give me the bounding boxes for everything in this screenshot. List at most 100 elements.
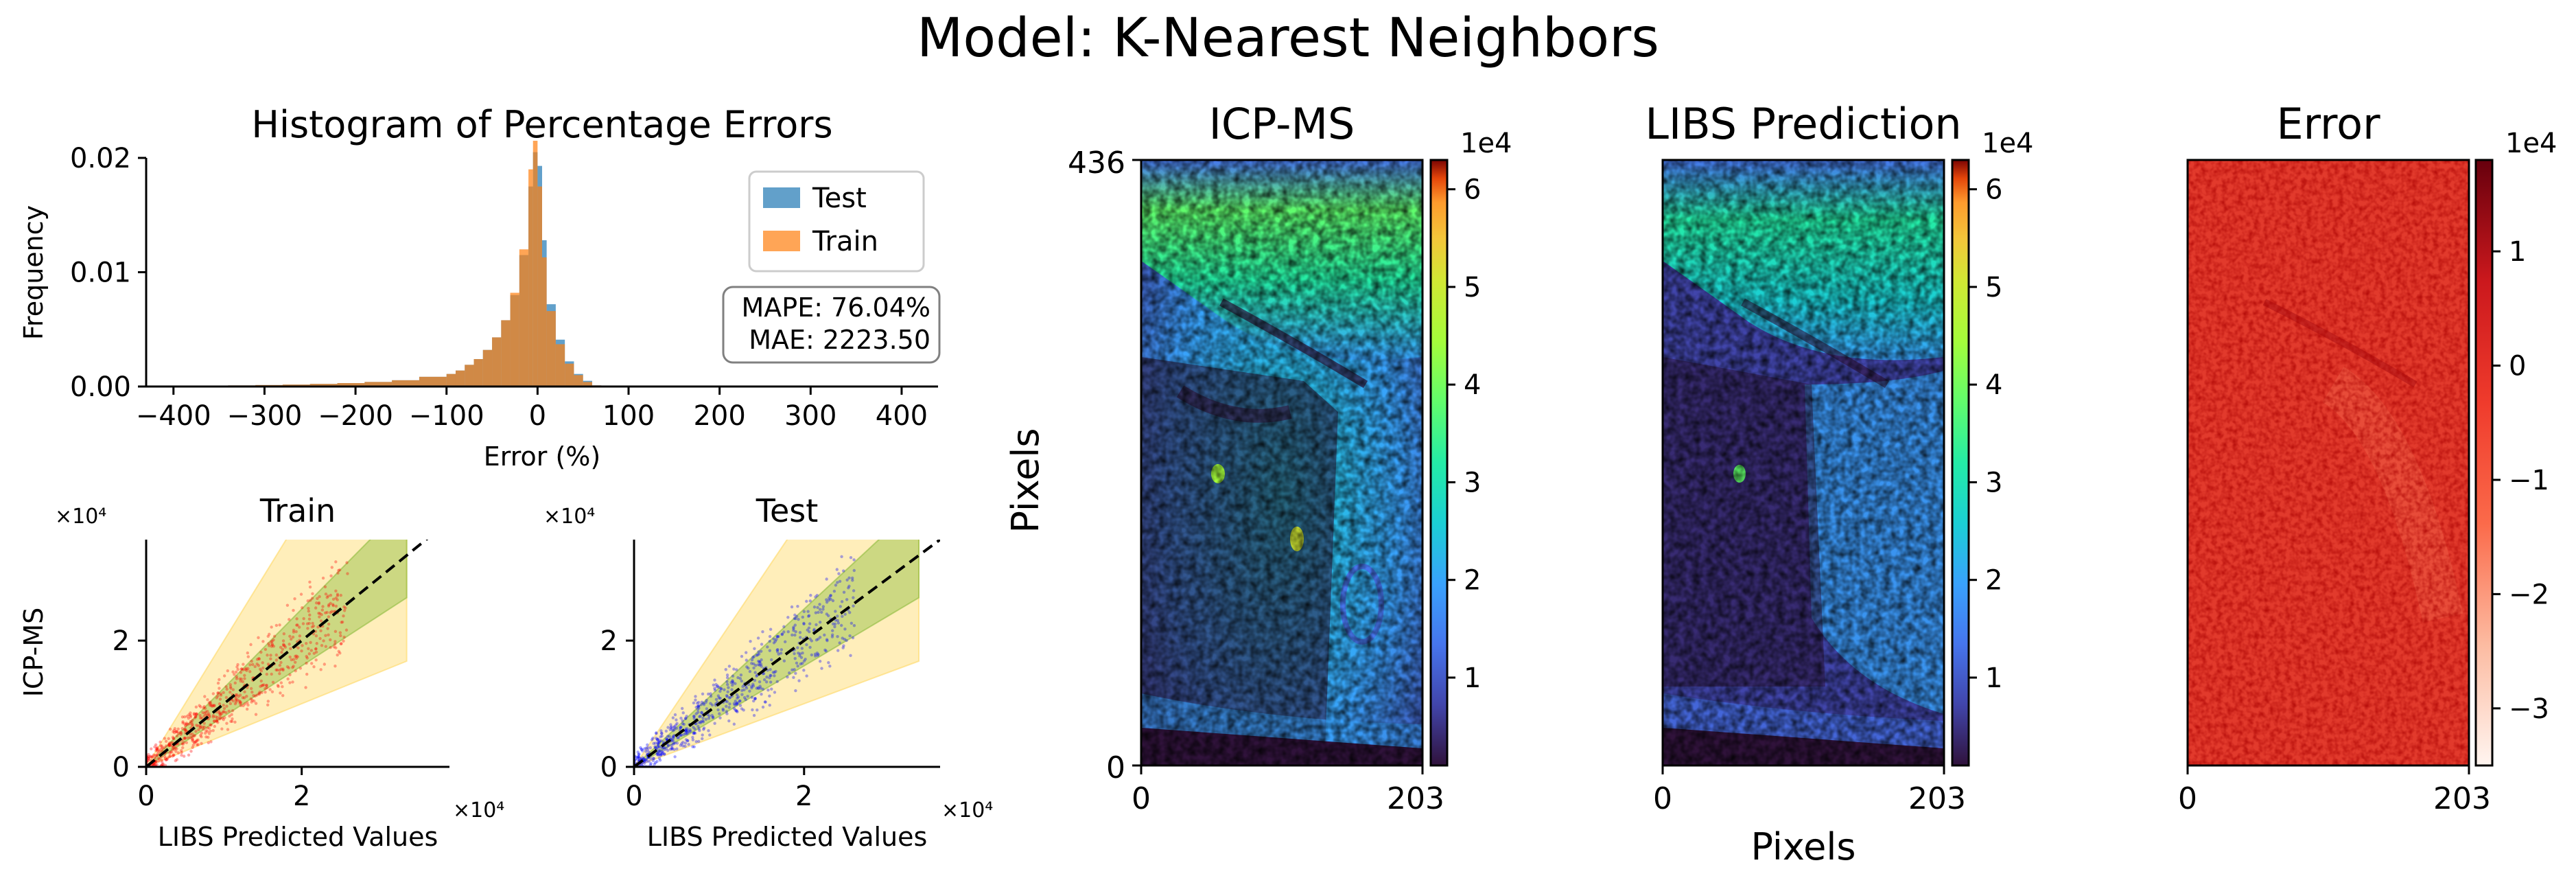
train-point: [153, 754, 157, 757]
train-point: [189, 715, 192, 719]
test-point: [713, 678, 716, 682]
test-point: [651, 757, 655, 760]
test-point: [719, 687, 723, 691]
train-point: [154, 748, 158, 752]
test-point: [783, 640, 787, 644]
test-point: [836, 614, 839, 618]
test-point: [807, 626, 811, 630]
train-point: [187, 753, 191, 757]
test-point: [700, 711, 703, 715]
train-point: [248, 663, 252, 667]
train-point: [192, 740, 196, 744]
train-point: [222, 718, 225, 722]
train-point: [239, 704, 243, 707]
train-point: [193, 741, 197, 745]
train-point: [181, 721, 185, 725]
train-point: [194, 715, 198, 718]
test-point: [680, 733, 683, 737]
test-point: [717, 685, 721, 689]
train-point: [257, 691, 261, 695]
histogram-bar-train: [455, 370, 465, 387]
test-point: [681, 741, 685, 744]
test-point: [768, 639, 771, 643]
train-point: [204, 710, 208, 714]
test-point: [675, 722, 679, 726]
train-point: [342, 639, 345, 643]
train-point: [346, 572, 349, 575]
train-point: [208, 714, 211, 717]
train-point: [280, 650, 283, 654]
train-point: [183, 715, 187, 719]
test-point: [752, 699, 756, 703]
test-point: [835, 568, 839, 571]
train-point: [161, 763, 165, 766]
colorbar-tick-label: 4: [1464, 369, 1481, 401]
train-point: [195, 713, 198, 716]
train-point: [190, 737, 194, 741]
test-point: [769, 673, 773, 678]
test-point: [837, 572, 841, 575]
test-point: [736, 695, 740, 699]
train-point: [269, 654, 272, 657]
train-point: [161, 762, 165, 766]
train-point: [226, 728, 230, 731]
train-point: [231, 670, 235, 673]
test-point: [808, 622, 812, 625]
train-point: [177, 732, 180, 735]
test-point: [664, 737, 668, 741]
test-point: [768, 649, 772, 652]
test-point: [652, 757, 656, 761]
test-point: [682, 733, 686, 737]
train-point: [235, 693, 239, 697]
train-point: [181, 746, 185, 750]
train-point: [266, 634, 270, 638]
train-point: [198, 704, 201, 707]
test-point: [852, 558, 856, 562]
test-point: [755, 654, 758, 657]
train-point: [213, 704, 216, 707]
test-point: [725, 695, 729, 698]
test-point: [759, 687, 762, 690]
train-point: [329, 638, 332, 642]
train-point: [244, 668, 247, 671]
train-point: [301, 622, 305, 625]
train-point: [193, 716, 197, 719]
test-point: [825, 638, 829, 641]
test-point: [744, 651, 748, 654]
test-point: [651, 736, 655, 740]
train-point: [306, 627, 309, 630]
test-point: [764, 680, 769, 684]
train-point: [152, 762, 156, 765]
libs-xtick-right: 203: [1908, 781, 1966, 816]
train-point: [294, 669, 297, 673]
train-point: [259, 679, 263, 683]
train-point: [216, 721, 220, 724]
test-point: [660, 752, 664, 755]
test-point: [680, 742, 683, 746]
test-point: [750, 686, 753, 690]
train-point: [209, 700, 212, 704]
train-point: [188, 722, 191, 726]
test-point: [636, 750, 640, 754]
train-point: [333, 643, 337, 646]
train-point: [172, 753, 176, 757]
train-point: [321, 605, 325, 608]
train-point: [160, 744, 164, 748]
test-point: [777, 634, 780, 638]
test-point: [683, 731, 688, 735]
train-point: [207, 732, 211, 735]
test-point: [807, 614, 811, 617]
test-point: [740, 679, 744, 683]
test-point: [718, 712, 721, 715]
test-point: [659, 729, 663, 733]
train-point: [185, 741, 189, 745]
train-point: [231, 717, 234, 721]
test-point: [710, 703, 714, 707]
test-point: [672, 741, 676, 745]
error-colorbar: 1e4 1 0 −1 −2 −3: [2474, 128, 2557, 767]
train-point: [270, 639, 274, 643]
train-point: [173, 730, 176, 735]
test-point: [654, 746, 657, 750]
test-point: [646, 743, 649, 747]
